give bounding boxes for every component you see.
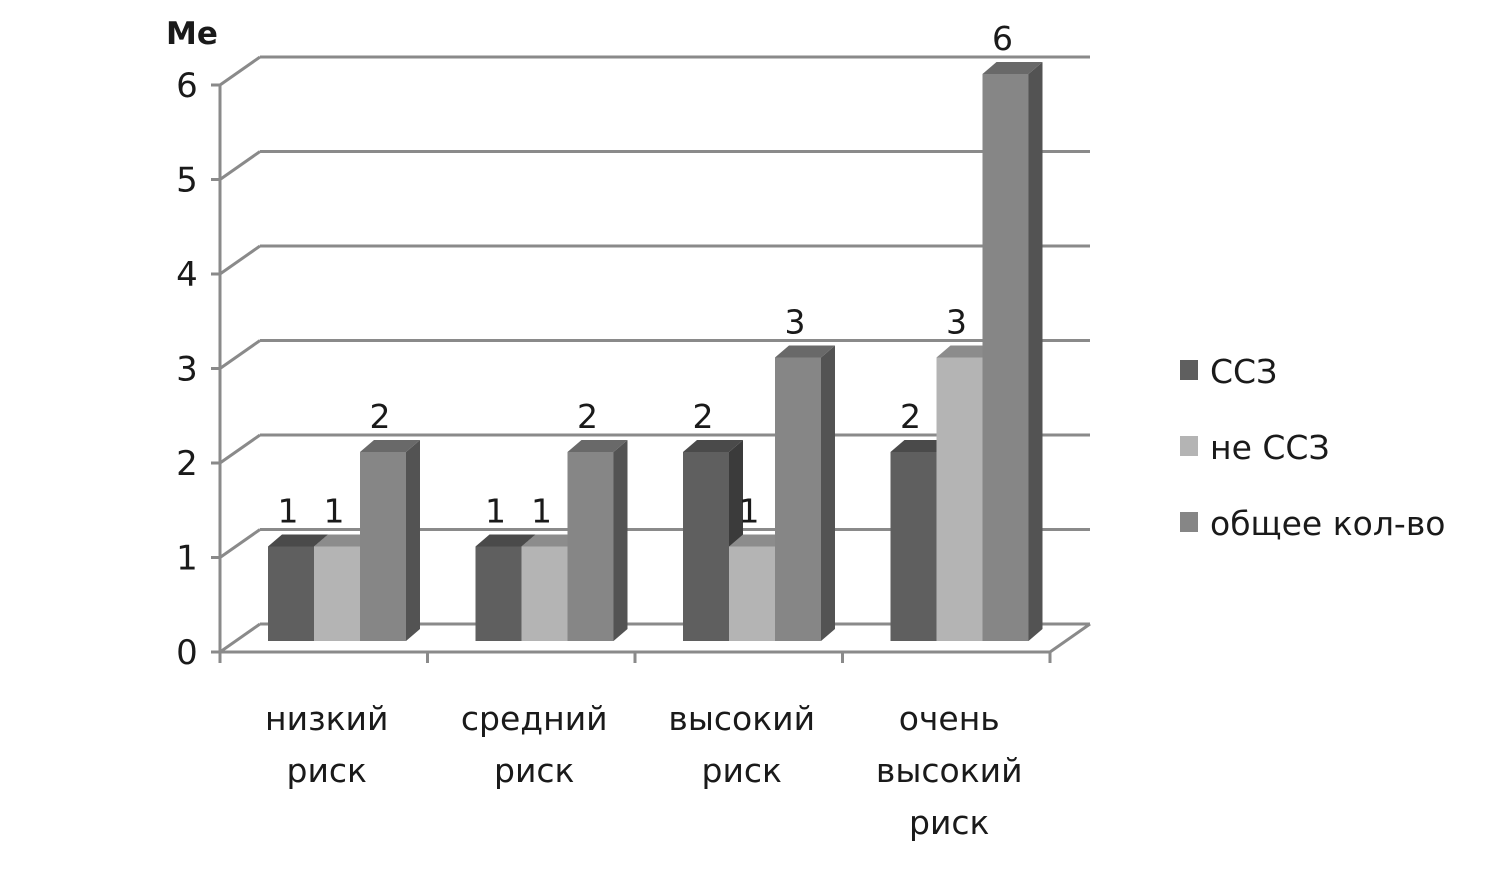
data-label: 2 (577, 397, 598, 436)
bar-top (360, 440, 420, 452)
gridline-side (219, 339, 261, 370)
x-tick-label-line: высокий (668, 699, 815, 738)
gridline-side (219, 55, 261, 87)
gridline-side (219, 150, 261, 181)
data-label: 1 (485, 492, 506, 531)
data-label: 6 (992, 19, 1013, 58)
legend-swatch (1180, 436, 1198, 456)
legend-swatch (1180, 360, 1198, 380)
bar (567, 452, 614, 641)
y-tick-label: 4 (176, 255, 198, 295)
y-tick-label: 0 (176, 633, 198, 673)
data-label: 2 (693, 397, 714, 436)
x-tick-label-line: риск (702, 751, 782, 790)
bar-side (1028, 62, 1043, 641)
x-tick-label-line: низкий (265, 699, 388, 738)
bar-top (314, 534, 374, 547)
bar-top (268, 534, 328, 547)
bar-top (567, 440, 628, 452)
y-tick-label: 2 (176, 444, 198, 484)
bar-side (821, 345, 835, 641)
bar-top (683, 440, 743, 452)
bar (475, 546, 522, 641)
x-tick-label-line: риск (494, 751, 574, 790)
y-tick-label: 5 (176, 161, 198, 201)
gridline-side (219, 244, 261, 276)
bar-top (982, 62, 1043, 74)
gridline-side (219, 433, 261, 465)
y-tick-label: 6 (176, 66, 198, 106)
bar (982, 74, 1029, 641)
legend-label: ССЗ (1210, 352, 1277, 391)
legend: ССЗ не ССЗ общее кол-во (1180, 352, 1445, 543)
bar-side (406, 440, 420, 641)
legend-swatch (1180, 512, 1198, 532)
x-tick-label: высокий риск (668, 699, 815, 790)
x-tick-label-line: риск (909, 803, 989, 842)
bars (268, 62, 1043, 641)
bar-top (475, 534, 536, 547)
bar (683, 452, 729, 641)
x-tick-label-line: средний (461, 699, 608, 738)
bar (314, 546, 360, 641)
y-tick-label: 3 (176, 350, 198, 390)
data-label: 2 (370, 397, 391, 436)
data-label: 1 (324, 492, 345, 531)
bar-top (775, 345, 835, 358)
data-label: 2 (900, 397, 921, 436)
data-label: 1 (531, 492, 552, 531)
x-tick-label-line: высокий (876, 751, 1023, 790)
bar (521, 546, 568, 641)
bar (890, 452, 937, 641)
bar (729, 546, 775, 641)
y-tick-label: 1 (176, 539, 198, 579)
bar-top (729, 534, 789, 547)
legend-label: не ССЗ (1210, 428, 1330, 467)
data-label: 3 (785, 303, 806, 342)
x-tick-label-line: очень (899, 699, 1000, 738)
bar (360, 452, 406, 641)
data-label: 1 (739, 492, 760, 531)
bar (936, 357, 983, 641)
bar (268, 546, 314, 641)
bar (775, 357, 821, 641)
x-tick-label: низкий риск (265, 699, 388, 790)
gridline-side (219, 622, 261, 654)
x-tick-label: средний риск (461, 699, 608, 790)
x-tick-label: очень высокий риск (876, 699, 1023, 842)
bar-top (936, 345, 997, 358)
bar-top (890, 440, 951, 452)
bar-top (521, 534, 582, 547)
x-tick-label-line: риск (287, 751, 367, 790)
data-label: 3 (946, 303, 967, 342)
gridline-side (219, 528, 261, 559)
data-label: 1 (278, 492, 299, 531)
legend-label: общее кол-во (1210, 504, 1445, 543)
bar-side (613, 440, 628, 641)
floor-side (1049, 622, 1091, 654)
y-axis-label: Me (166, 16, 218, 52)
